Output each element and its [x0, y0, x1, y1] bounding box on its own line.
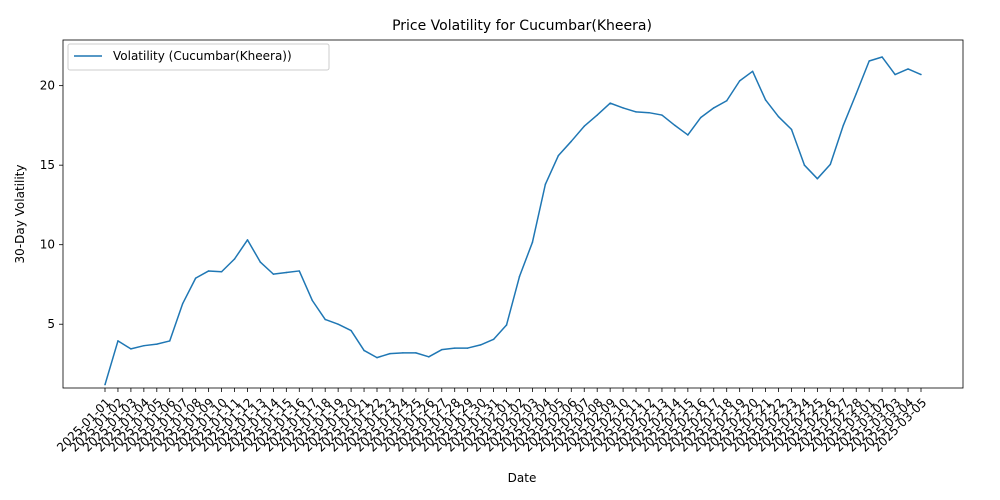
- data-point: [130, 348, 132, 350]
- data-point: [298, 270, 301, 272]
- data-point: [816, 177, 819, 180]
- data-point: [363, 349, 365, 352]
- data-point: [648, 111, 650, 114]
- data-point: [790, 128, 793, 131]
- data-point: [220, 270, 223, 273]
- y-axis-ticks: 5 10 15 20: [40, 79, 63, 331]
- data-point: [829, 163, 832, 166]
- data-point: [311, 299, 313, 302]
- x-axis-label: Date: [508, 471, 537, 485]
- legend-entry-label: Volatility (Cucumbar(Kheera)): [113, 49, 292, 63]
- data-point: [505, 324, 508, 326]
- data-point: [920, 73, 922, 76]
- series-layer: [104, 56, 922, 386]
- data-point: [492, 338, 495, 341]
- data-point: [609, 102, 611, 104]
- data-point: [881, 56, 883, 58]
- data-point: [777, 115, 780, 118]
- data-point: [337, 323, 339, 325]
- chart-title: Price Volatility for Cucumbar(Kheera): [392, 18, 652, 34]
- data-point: [350, 329, 352, 332]
- data-point: [596, 114, 598, 116]
- data-point: [402, 352, 404, 354]
- data-point: [894, 73, 896, 76]
- data-point: [324, 318, 326, 321]
- data-point: [428, 356, 430, 358]
- data-point: [803, 164, 806, 166]
- data-point: [544, 183, 547, 186]
- data-point: [453, 347, 456, 349]
- data-point: [246, 239, 249, 241]
- data-point: [531, 241, 534, 244]
- y-tick-label: 20: [40, 79, 55, 93]
- data-point: [466, 347, 469, 349]
- data-point: [285, 271, 288, 274]
- data-point: [117, 340, 119, 342]
- data-point: [415, 352, 417, 354]
- data-point: [518, 275, 521, 278]
- data-point: [143, 344, 145, 347]
- data-point: [194, 277, 197, 279]
- data-point: [233, 258, 236, 260]
- data-point: [104, 383, 106, 386]
- y-tick-label: 5: [47, 317, 55, 331]
- legend: Volatility (Cucumbar(Kheera)): [67, 43, 330, 71]
- data-point: [207, 270, 210, 272]
- data-point: [855, 92, 857, 95]
- data-point: [713, 107, 715, 109]
- data-point: [907, 68, 909, 70]
- data-point: [674, 124, 676, 127]
- data-point: [622, 107, 624, 109]
- legend-box: [67, 43, 330, 71]
- y-tick-label: 15: [40, 158, 55, 172]
- data-point: [738, 80, 741, 82]
- plot-area: [63, 40, 963, 388]
- data-point: [570, 140, 573, 143]
- y-tick-label: 10: [40, 238, 55, 252]
- series-line: [104, 56, 922, 385]
- data-point: [376, 356, 378, 359]
- data-point: [272, 273, 275, 275]
- data-point: [687, 134, 689, 136]
- data-point: [557, 154, 560, 157]
- y-axis-label: 30-Day Volatility: [13, 165, 27, 264]
- data-point: [725, 100, 728, 102]
- data-point: [635, 111, 637, 113]
- data-point: [259, 261, 262, 263]
- data-point: [700, 116, 702, 119]
- data-point: [441, 348, 443, 351]
- data-point: [389, 352, 391, 355]
- data-point: [751, 70, 754, 73]
- data-point: [479, 344, 482, 346]
- plot-frame: [62, 39, 964, 389]
- data-point: [169, 340, 171, 342]
- x-axis-ticks: 2025-01-012025-01-022025-01-032025-01-04…: [54, 388, 929, 455]
- data-point: [181, 302, 184, 305]
- data-point: [583, 125, 585, 127]
- data-point: [661, 114, 663, 116]
- data-point: [156, 343, 158, 345]
- data-point: [868, 60, 870, 62]
- data-point: [764, 99, 767, 101]
- data-point: [842, 124, 845, 127]
